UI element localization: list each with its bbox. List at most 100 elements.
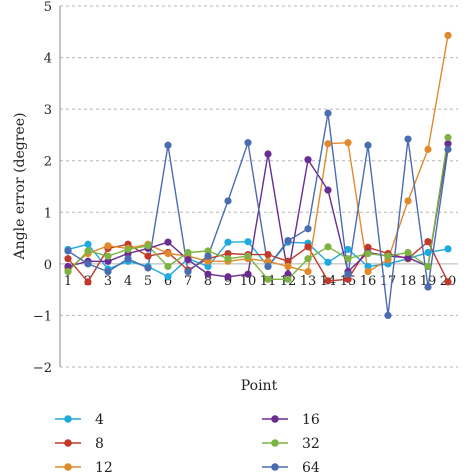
data-point (224, 255, 232, 263)
x-tick-label: 9 (224, 274, 232, 289)
gridlines (60, 5, 458, 368)
data-point (64, 267, 72, 276)
data-point (164, 273, 172, 281)
y-tick-label: 4 (44, 52, 52, 67)
data-point (324, 140, 332, 148)
data-point (264, 150, 272, 158)
data-point (204, 252, 212, 260)
data-point (224, 249, 232, 258)
data-point (104, 252, 112, 260)
data-point (364, 262, 372, 271)
legend-swatch-marker (271, 415, 279, 423)
y-tick-label: −1 (33, 309, 52, 324)
data-point (444, 133, 452, 142)
data-point (304, 225, 312, 233)
legend-label: 64 (302, 460, 320, 474)
data-point (144, 264, 152, 272)
data-point (344, 245, 352, 254)
data-point (364, 267, 372, 276)
data-point (164, 262, 172, 271)
data-point (324, 277, 332, 285)
y-tick-label: 2 (44, 155, 52, 170)
data-point (104, 257, 112, 265)
data-point (304, 267, 312, 276)
x-tick-label: 13 (300, 274, 317, 289)
x-tick-label: 1 (64, 274, 72, 289)
data-point (304, 156, 312, 164)
x-axis-title: Point (241, 378, 278, 394)
data-point (424, 145, 432, 153)
data-point (344, 275, 352, 283)
y-tick-label: −2 (33, 361, 52, 376)
data-point (244, 252, 252, 260)
legend-swatch-marker (271, 463, 279, 471)
legend-swatch-marker (64, 463, 72, 471)
legend-label: 4 (95, 412, 104, 428)
data-point (364, 141, 372, 149)
data-point (304, 243, 312, 251)
data-point (324, 186, 332, 194)
data-point (444, 145, 452, 153)
data-point (64, 247, 72, 255)
x-tick-label: 16 (360, 274, 377, 289)
data-point (444, 245, 452, 253)
x-tick-labels: 1234567891011121314151617181920 (64, 274, 456, 289)
data-point (444, 31, 452, 39)
data-point (384, 252, 392, 260)
data-point (184, 248, 192, 257)
data-point (84, 260, 92, 268)
data-point (264, 250, 272, 259)
data-point (404, 248, 412, 257)
x-tick-label: 18 (400, 274, 417, 289)
x-tick-label: 10 (240, 274, 257, 289)
data-point (284, 237, 292, 245)
legend-label: 16 (302, 412, 320, 428)
x-tick-label: 6 (164, 274, 172, 289)
data-point (204, 270, 212, 278)
data-point (144, 242, 152, 250)
data-point (224, 238, 232, 246)
data-point (64, 255, 72, 263)
data-point (244, 139, 252, 147)
data-point (84, 247, 92, 255)
data-point (404, 135, 412, 143)
data-point (124, 255, 132, 263)
data-point (164, 141, 172, 149)
legend-swatch-marker (64, 439, 72, 447)
data-point (124, 245, 132, 254)
data-point (244, 238, 252, 246)
data-point (264, 262, 272, 271)
y-tick-label: 1 (44, 206, 52, 221)
data-point (364, 243, 372, 251)
data-point (444, 140, 452, 148)
y-tick-label: 5 (44, 0, 52, 15)
y-tick-label: 3 (44, 103, 52, 118)
legend-label: 32 (302, 436, 320, 452)
data-point (364, 249, 372, 258)
legend-label: 8 (95, 436, 104, 452)
data-point (64, 262, 72, 271)
data-point (184, 267, 192, 276)
data-point (104, 242, 112, 250)
data-point (204, 247, 212, 255)
legend-swatch-marker (271, 439, 279, 447)
series-line-12 (67, 35, 449, 273)
data-point (264, 257, 272, 265)
data-point (424, 238, 432, 246)
data-point (264, 275, 272, 283)
x-tick-label: 19 (420, 274, 437, 289)
data-point (324, 258, 332, 266)
x-tick-label: 7 (184, 274, 192, 289)
data-point (284, 257, 292, 265)
data-point (164, 238, 172, 246)
data-point (404, 254, 412, 262)
y-tick-label: 0 (44, 258, 52, 273)
data-point (344, 255, 352, 263)
data-point (144, 252, 152, 260)
data-point (324, 109, 332, 117)
data-point (384, 311, 392, 320)
data-point (84, 278, 92, 286)
data-point (104, 267, 112, 276)
data-point (284, 262, 292, 271)
legend-label: 12 (95, 460, 113, 474)
